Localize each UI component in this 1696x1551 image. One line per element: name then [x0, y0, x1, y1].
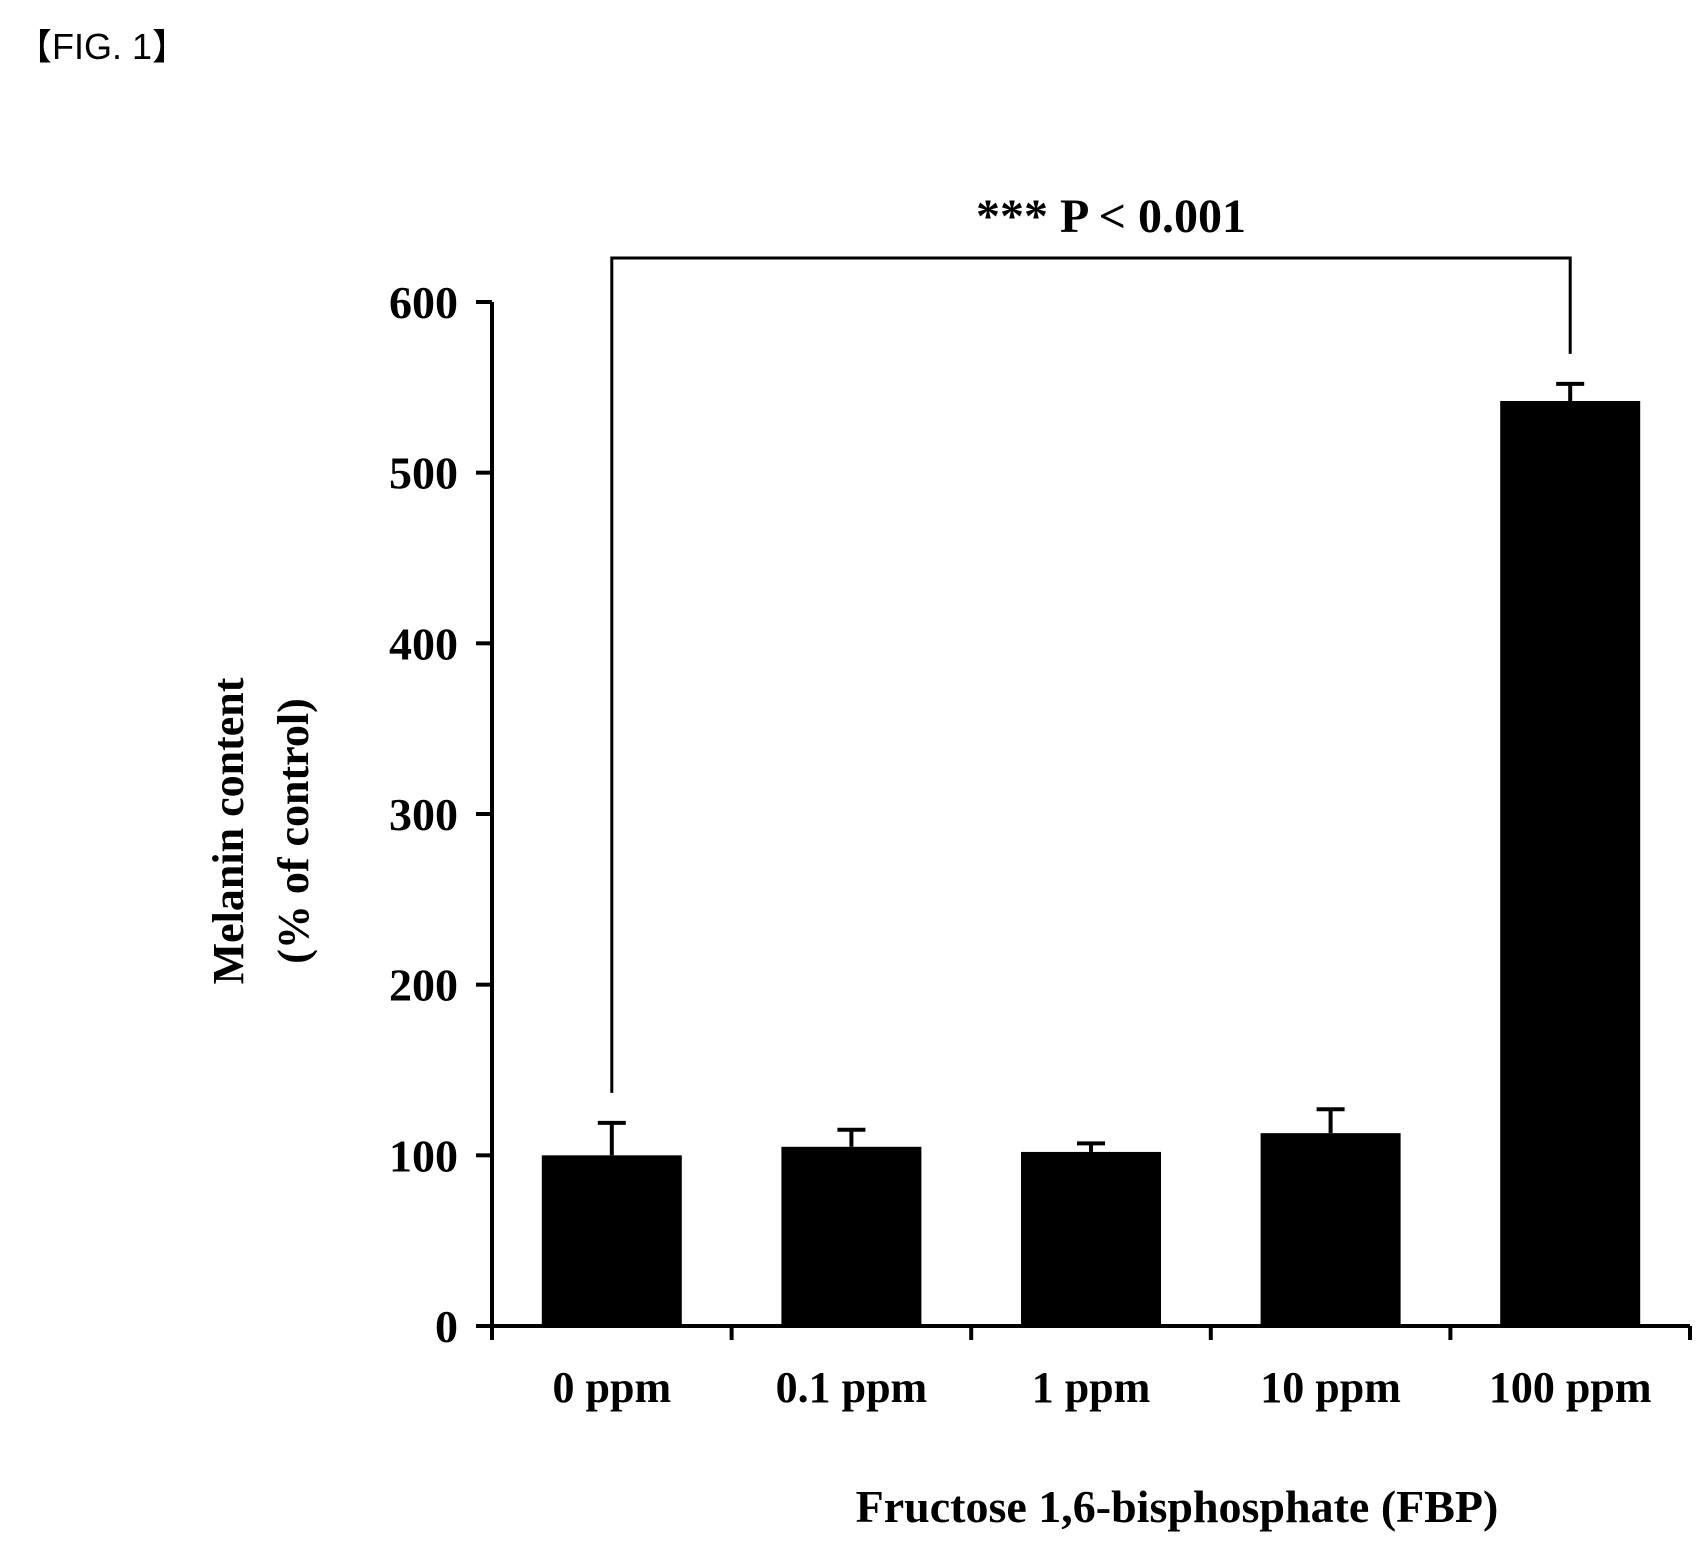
x-tick-label-3: 10 ppm [1260, 1363, 1401, 1412]
bar-1 [781, 1146, 922, 1326]
bar-2 [1021, 1151, 1161, 1326]
x-tick-label-2: 1 ppm [1032, 1363, 1151, 1412]
significance-label: *** P < 0.001 [976, 190, 1246, 243]
y-tick-label-3: 300 [389, 789, 458, 840]
y-axis-label-line1: Melanin content [204, 677, 253, 984]
x-tick-label-1: 0.1 ppm [776, 1363, 928, 1412]
y-tick-label-1: 100 [389, 1130, 458, 1181]
bar-4 [1500, 400, 1641, 1326]
error-bars-layer [597, 381, 1585, 1156]
x-tick-label-0: 0 ppm [553, 1363, 672, 1412]
figure-label: 【FIG. 1】 [16, 26, 189, 67]
y-tick-label-6: 600 [389, 277, 458, 328]
axes-layer: 0 100 200 300 400 500 600 0 ppm 0.1 ppm 1 ppm 10 p… [389, 277, 1692, 1412]
bars-layer [541, 400, 1641, 1326]
significance-bracket [610, 256, 1572, 1093]
bar-3 [1260, 1133, 1401, 1326]
significance-annotation: *** P < 0.001 [610, 190, 1572, 1093]
y-tick-label-5: 500 [389, 448, 458, 499]
x-tick-label-4: 100 ppm [1489, 1363, 1652, 1412]
bar-0 [541, 1155, 682, 1326]
y-tick-label-4: 400 [389, 618, 458, 669]
x-axis-label: Fructose 1,6-bisphosphate (FBP) [856, 1481, 1499, 1532]
y-tick-label-0: 0 [435, 1301, 458, 1352]
y-tick-label-2: 200 [389, 960, 458, 1011]
y-axis-label-line2: (% of control) [269, 698, 318, 964]
